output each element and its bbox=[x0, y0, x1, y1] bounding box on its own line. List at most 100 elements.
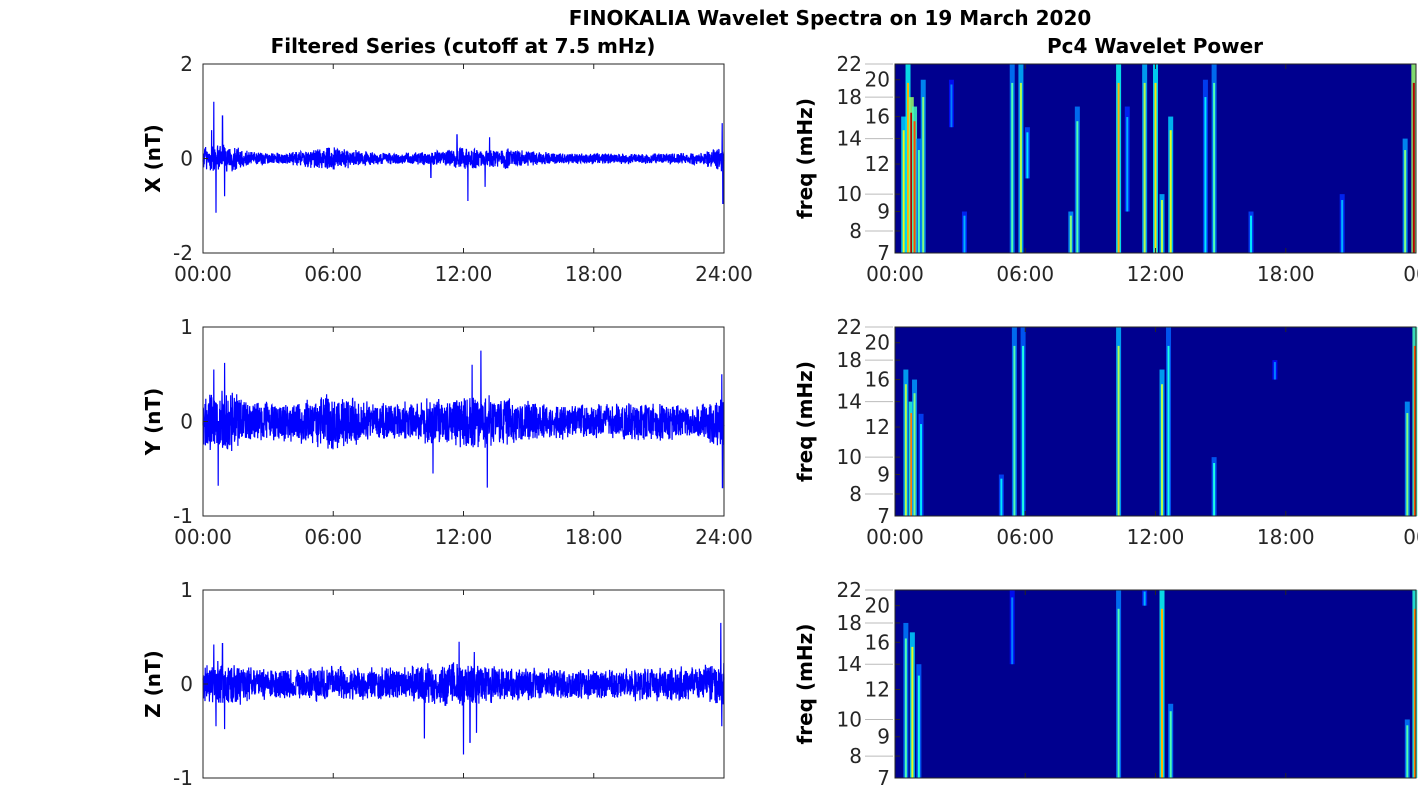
x-tick-label: 00 bbox=[1403, 525, 1418, 549]
power-streak-core bbox=[1076, 121, 1079, 253]
power-streak-core bbox=[1126, 117, 1129, 212]
freq-tick-label: 12 bbox=[865, 678, 890, 702]
freq-tick-label: 12 bbox=[865, 152, 890, 176]
power-streak-core bbox=[913, 393, 916, 516]
power-streak-core bbox=[1406, 725, 1409, 778]
power-streak-core bbox=[1117, 82, 1120, 254]
power-streak-core bbox=[902, 130, 905, 253]
x-tick-label: 18:00 bbox=[1257, 525, 1315, 549]
freq-tick-label: 22 bbox=[837, 315, 862, 339]
power-streak-core bbox=[1143, 591, 1146, 606]
x-tick-label: 12:00 bbox=[435, 525, 493, 549]
power-streak-core bbox=[1161, 200, 1164, 253]
x-tick-label: 12:00 bbox=[1127, 262, 1185, 286]
freq-tick-label: 20 bbox=[865, 594, 890, 618]
y-axis-label: Y (nT) bbox=[141, 388, 165, 457]
freq-tick-label: 8 bbox=[849, 482, 862, 506]
power-background bbox=[895, 327, 1416, 516]
y-tick-label: -2 bbox=[173, 241, 193, 265]
freq-tick-label: 18 bbox=[837, 85, 862, 109]
x-tick-label: 24:00 bbox=[695, 525, 753, 549]
freq-tick-label: 9 bbox=[877, 200, 890, 224]
series-line-x bbox=[202, 101, 725, 213]
power-streak-core bbox=[910, 413, 913, 516]
freq-axis-label: freq (mHz) bbox=[793, 98, 817, 219]
x-tick-label: 06:00 bbox=[996, 525, 1054, 549]
power-streak-core bbox=[920, 424, 923, 516]
power-streak-core bbox=[1404, 150, 1407, 253]
power-streak-core bbox=[1273, 362, 1276, 380]
power-streak-core bbox=[1412, 82, 1415, 254]
y-tick-label: 2 bbox=[180, 52, 193, 76]
power-streak-core bbox=[1413, 608, 1416, 778]
power-streak-core bbox=[1161, 608, 1164, 778]
freq-tick-label: 12 bbox=[865, 415, 890, 439]
y-tick-label: 0 bbox=[180, 147, 193, 171]
power-streak-core bbox=[1250, 215, 1253, 253]
power-streak-core bbox=[1013, 345, 1016, 516]
freq-tick-label: 9 bbox=[877, 725, 890, 749]
power-streak-core bbox=[1019, 82, 1022, 254]
x-tick-label: 18:00 bbox=[565, 262, 623, 286]
figure-title: FINOKALIA Wavelet Spectra on 19 March 20… bbox=[569, 6, 1092, 30]
x-tick-label: 12:00 bbox=[1127, 525, 1185, 549]
power-streak-core bbox=[1406, 413, 1409, 516]
power-streak-core bbox=[1204, 97, 1207, 253]
power-streak-core bbox=[1011, 597, 1014, 665]
y-axis-label: X (nT) bbox=[141, 124, 165, 193]
power-streak-core bbox=[1341, 200, 1344, 253]
power-streak-core bbox=[1413, 345, 1416, 516]
power-streak-core bbox=[963, 215, 966, 253]
series-line-y bbox=[202, 350, 725, 489]
power-streak-core bbox=[911, 646, 914, 778]
freq-tick-label: 7 bbox=[877, 504, 890, 528]
freq-tick-label: 18 bbox=[837, 611, 862, 635]
power-streak-core bbox=[917, 675, 920, 778]
y-tick-label: -1 bbox=[173, 504, 193, 528]
y-axis-label: Z (nT) bbox=[141, 650, 165, 718]
left-column-title: Filtered Series (cutoff at 7.5 mHz) bbox=[271, 34, 656, 58]
power-streak-core bbox=[904, 384, 907, 516]
freq-tick-label: 20 bbox=[865, 331, 890, 355]
x-tick-label: 00 bbox=[1403, 262, 1418, 286]
freq-tick-label: 10 bbox=[837, 182, 862, 206]
freq-tick-label: 16 bbox=[865, 630, 890, 654]
freq-axis-label: freq (mHz) bbox=[793, 624, 817, 745]
power-background bbox=[895, 590, 1416, 778]
power-streak-core bbox=[1069, 215, 1072, 253]
x-tick-label: 06:00 bbox=[304, 262, 362, 286]
freq-tick-label: 8 bbox=[849, 219, 862, 243]
freq-tick-label: 14 bbox=[837, 390, 862, 414]
power-streak-core bbox=[1169, 711, 1172, 778]
right-column-title: Pc4 Wavelet Power bbox=[1047, 34, 1263, 58]
x-tick-label: 06:00 bbox=[996, 262, 1054, 286]
y-tick-label: 1 bbox=[180, 315, 193, 339]
freq-tick-label: 14 bbox=[837, 652, 862, 676]
freq-tick-label: 22 bbox=[837, 52, 862, 76]
power-streak-core bbox=[1026, 132, 1029, 179]
freq-tick-label: 9 bbox=[877, 463, 890, 487]
y-tick-label: 1 bbox=[180, 578, 193, 602]
power-streak-core bbox=[907, 82, 910, 254]
power-streak-core bbox=[1213, 463, 1216, 516]
power-streak-core bbox=[910, 112, 913, 254]
freq-tick-label: 8 bbox=[849, 744, 862, 768]
power-streak-core bbox=[904, 638, 907, 778]
power-streak-core bbox=[1154, 82, 1157, 254]
power-streak-core bbox=[922, 97, 925, 253]
x-tick-label: 00:00 bbox=[174, 262, 232, 286]
power-streak-core bbox=[1161, 384, 1164, 516]
freq-tick-label: 10 bbox=[837, 707, 862, 731]
freq-axis-label: freq (mHz) bbox=[793, 361, 817, 482]
power-streak-core bbox=[1143, 82, 1146, 254]
power-streak-core bbox=[1169, 130, 1172, 253]
x-tick-label: 18:00 bbox=[1257, 262, 1315, 286]
power-streak-core bbox=[917, 150, 920, 253]
freq-tick-label: 14 bbox=[837, 127, 862, 151]
power-streak-core bbox=[1167, 345, 1170, 516]
freq-tick-label: 16 bbox=[865, 105, 890, 129]
x-tick-label: 18:00 bbox=[565, 525, 623, 549]
y-tick-label: 0 bbox=[180, 410, 193, 434]
freq-tick-label: 7 bbox=[877, 241, 890, 265]
